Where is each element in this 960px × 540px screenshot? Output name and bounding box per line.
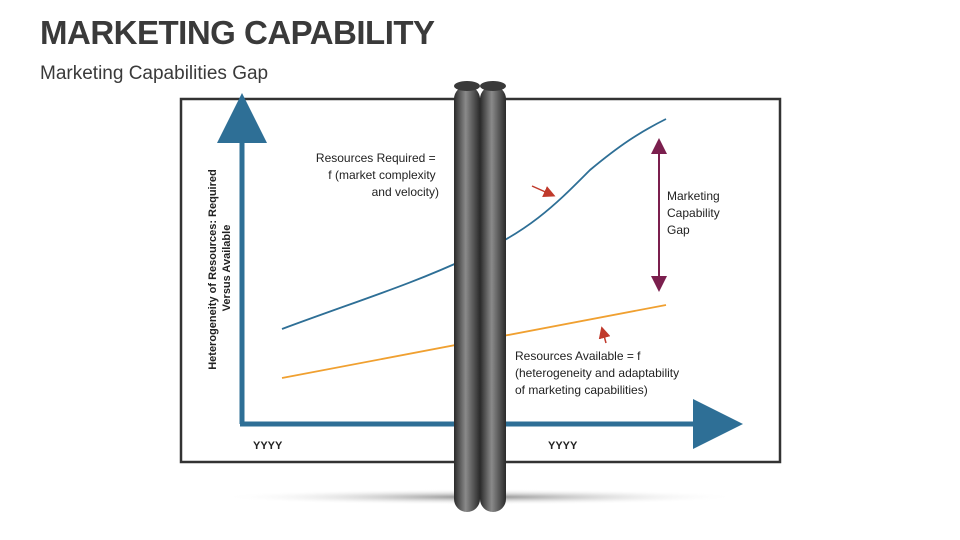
- required-pointer-arrow: [531, 185, 556, 198]
- available-pointer-arrow: [598, 326, 611, 344]
- page-title: MARKETING CAPABILITY: [40, 14, 435, 51]
- capability-gap-label: Marketing Capability Gap: [667, 189, 723, 237]
- resources-available-label: Resources Available = f (heterogeneity a…: [515, 349, 682, 397]
- resources-required-line: [281, 118, 667, 330]
- signpost-pole: [454, 81, 506, 512]
- resources-required-label: Resources Required = f (market complexit…: [316, 151, 439, 199]
- y-axis-label: Heterogeneity of Resources: Required Ver…: [207, 166, 233, 370]
- page-subtitle: Marketing Capabilities Gap: [40, 63, 269, 84]
- x-tick-label-left: YYYY: [253, 440, 283, 452]
- x-tick-label-right: YYYY: [548, 440, 578, 452]
